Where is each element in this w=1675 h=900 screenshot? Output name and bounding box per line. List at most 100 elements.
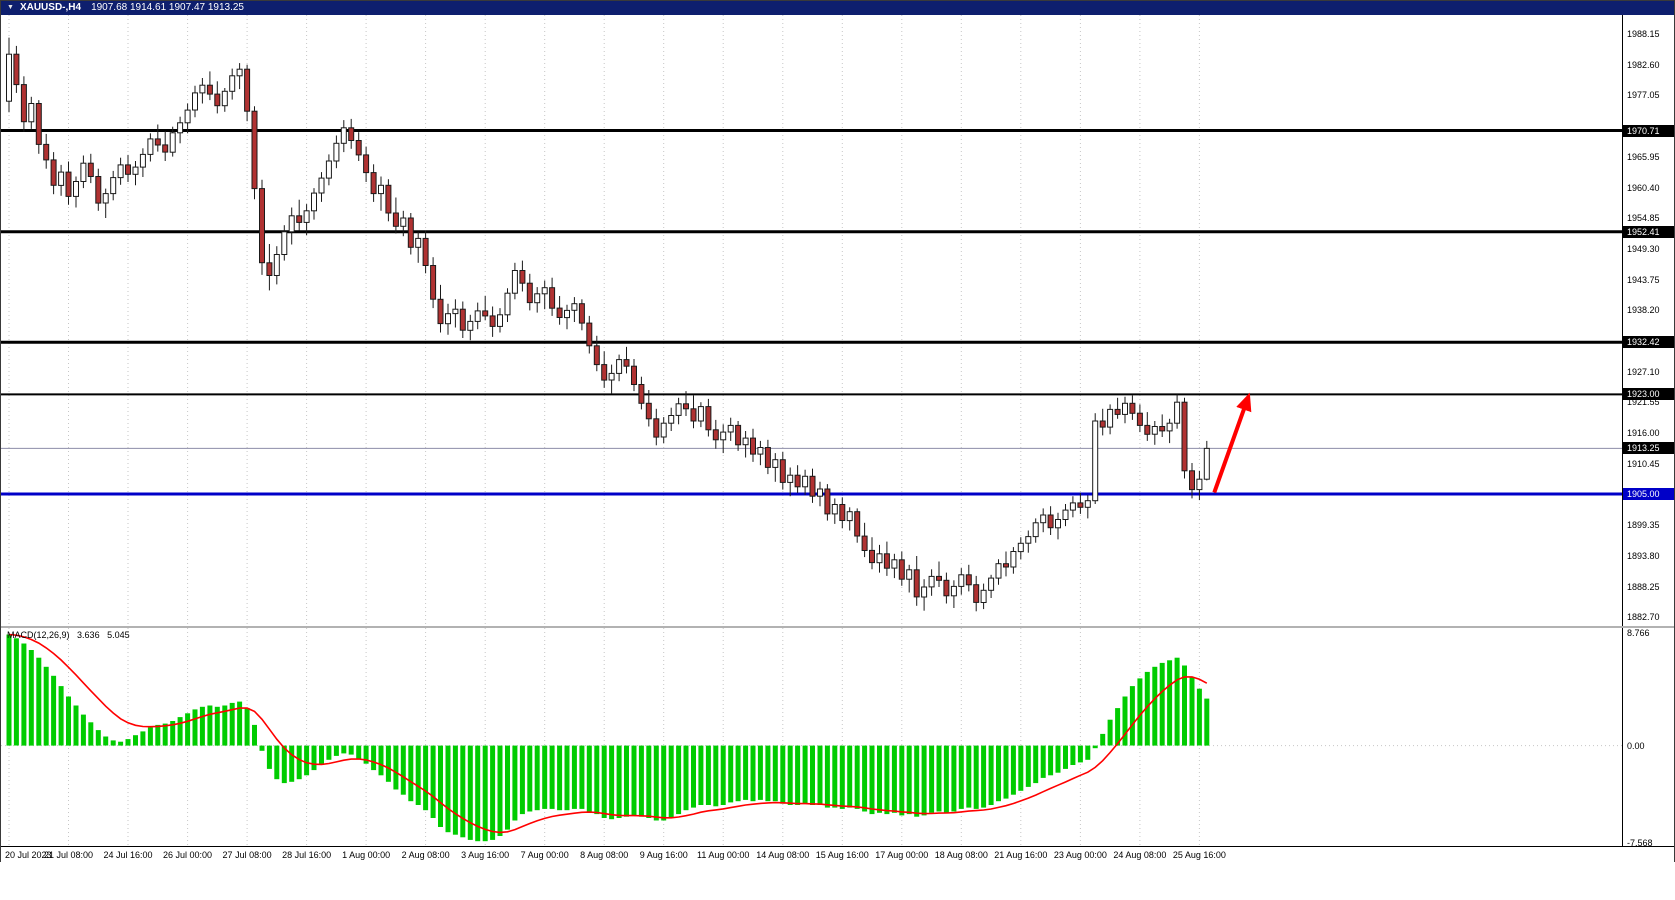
candle <box>735 421 742 451</box>
macd-main-value: 3.636 <box>77 630 100 640</box>
macd-histogram-bar <box>624 745 629 817</box>
macd-indicator-label: MACD(12,26,9) 3.636 5.045 <box>7 630 135 640</box>
macd-axis-tick: -7.568 <box>1627 838 1653 849</box>
macd-histogram-bar <box>981 745 987 808</box>
time-axis[interactable]: 20 Jul 2023 21 Jul 08:00 24 Jul 16:00 26 Ju… <box>1 846 1674 864</box>
macd-histogram-bar <box>497 745 503 836</box>
macd-histogram-bar <box>795 745 801 805</box>
candle <box>1062 504 1069 527</box>
macd-histogram-bar <box>765 745 771 802</box>
candle <box>549 277 556 316</box>
macd-histogram-bar <box>1167 660 1173 746</box>
candle <box>6 37 12 113</box>
time-axis-label: 28 Jul 16:00 <box>282 850 332 860</box>
candle <box>154 124 161 152</box>
candle <box>876 544 883 573</box>
collapse-chart-icon[interactable]: ▼ <box>7 4 14 11</box>
macd-histogram-bar <box>103 736 109 746</box>
candle <box>65 161 72 205</box>
candle <box>1017 537 1024 560</box>
candle <box>251 106 258 200</box>
macd-histogram-bar <box>177 717 183 746</box>
macd-histogram-bar <box>28 650 34 746</box>
macd-histogram-bar <box>787 745 793 805</box>
time-axis-label: 21 Aug 16:00 <box>994 850 1048 860</box>
candle <box>1099 408 1106 436</box>
candle <box>80 155 87 189</box>
macd-histogram-bar <box>13 638 19 746</box>
candle <box>1084 495 1091 519</box>
macd-chart-canvas[interactable] <box>1 628 1622 846</box>
candle <box>1129 395 1136 420</box>
time-axis-label: 11 Aug 00:00 <box>697 850 750 860</box>
price-axis[interactable]: 1988.15 1982.60 1977.05 1965.95 1960.40 1954.… <box>1622 15 1674 626</box>
candle <box>1203 440 1210 481</box>
macd-histogram-bar <box>921 745 927 816</box>
candle <box>1092 413 1099 504</box>
macd-histogram-bar <box>155 724 161 746</box>
candle <box>1181 397 1188 479</box>
candle <box>43 133 50 169</box>
macd-histogram-bar <box>266 745 272 769</box>
macd-histogram-bar <box>289 745 295 782</box>
macd-histogram-bar <box>557 745 563 811</box>
macd-histogram-bar <box>1196 688 1202 746</box>
price-axis-tick: 1916.00 <box>1627 428 1660 439</box>
macd-histogram-bar <box>958 745 964 809</box>
candle <box>794 465 801 493</box>
candle <box>511 262 518 300</box>
macd-histogram-bar <box>438 745 443 827</box>
macd-histogram-bar <box>698 745 704 805</box>
time-axis-label: 23 Aug 00:00 <box>1053 850 1107 860</box>
candle <box>221 88 228 112</box>
candle <box>817 481 823 507</box>
macd-histogram-bar <box>348 745 354 755</box>
candle <box>616 354 623 382</box>
candle <box>1069 496 1076 518</box>
macd-axis-tick: 0.00 <box>1627 740 1645 751</box>
macd-histogram-bar <box>237 701 243 746</box>
macd-histogram-bar <box>772 745 778 802</box>
time-axis-label: 24 Aug 08:00 <box>1113 850 1167 860</box>
candle <box>385 179 392 222</box>
macd-histogram-bar <box>259 745 265 751</box>
macd-histogram-bar <box>988 745 994 805</box>
price-chart-canvas[interactable] <box>1 15 1622 626</box>
macd-histogram-bar <box>1107 719 1113 746</box>
macd-histogram-bar <box>1025 745 1031 787</box>
up-arrow-annotation[interactable] <box>1212 392 1252 494</box>
time-axis-label: 18 Aug 08:00 <box>934 850 988 860</box>
candle <box>965 564 972 592</box>
macd-histogram-bar <box>88 722 94 746</box>
candle <box>273 246 280 285</box>
time-axis-label: 1 Aug 00:00 <box>342 850 391 860</box>
candle <box>288 207 295 245</box>
candle <box>1003 551 1009 577</box>
time-axis-label: 20 Jul 2023 <box>5 850 52 860</box>
candle <box>325 154 332 186</box>
candle <box>139 148 146 177</box>
candle <box>541 280 548 310</box>
candle <box>660 417 667 444</box>
macd-histogram-bar <box>1092 745 1098 749</box>
macd-histogram-bar <box>1159 662 1165 746</box>
macd-histogram-bar <box>817 745 823 805</box>
candle <box>891 553 898 579</box>
macd-histogram-bar <box>735 745 741 802</box>
candle <box>355 132 362 161</box>
macd-histogram-bar <box>371 745 377 771</box>
candle <box>489 306 496 337</box>
macd-histogram-bar <box>445 745 451 833</box>
time-axis-label: 17 Aug 00:00 <box>875 850 929 860</box>
macd-histogram-bar <box>519 745 525 815</box>
candle <box>608 364 615 394</box>
macd-histogram-bar <box>1122 696 1128 746</box>
macd-histogram-bar <box>51 675 57 746</box>
macd-axis[interactable]: 8.766 0.00 -7.568 <box>1622 628 1674 849</box>
macd-histogram-bar <box>586 745 592 812</box>
macd-histogram-bar <box>296 745 302 780</box>
candle <box>675 397 682 425</box>
macd-histogram-bar <box>824 745 830 808</box>
macd-histogram-bar <box>527 745 533 812</box>
macd-histogram-bar <box>199 706 205 746</box>
